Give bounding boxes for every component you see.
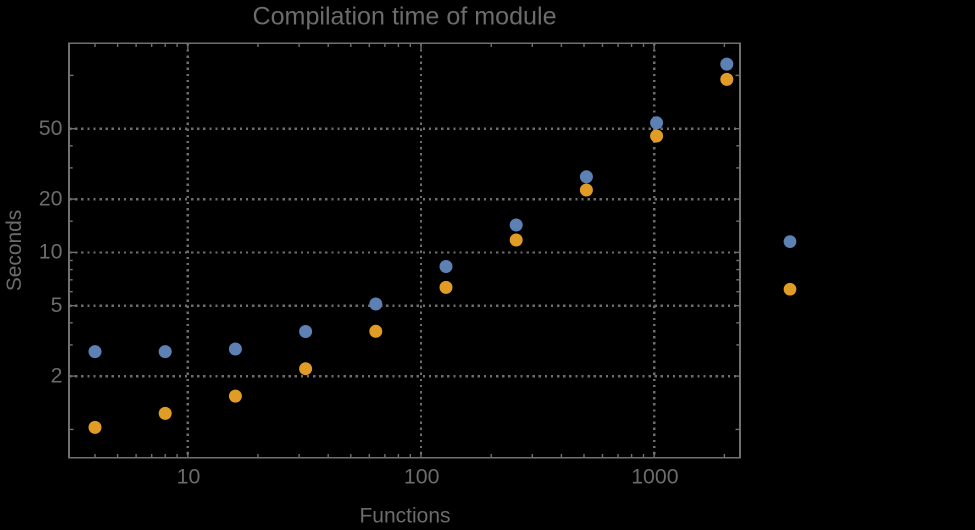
svg-text:Compilation time of module: Compilation time of module bbox=[252, 3, 556, 31]
svg-text:10: 10 bbox=[39, 240, 63, 264]
svg-text:10: 10 bbox=[177, 465, 201, 489]
svg-text:100: 100 bbox=[404, 465, 440, 489]
svg-text:20: 20 bbox=[39, 186, 63, 210]
svg-text:1000: 1000 bbox=[631, 465, 679, 489]
svg-text:5: 5 bbox=[51, 293, 63, 317]
svg-text:Functions: Functions bbox=[359, 505, 450, 525]
svg-text:50: 50 bbox=[39, 116, 63, 140]
svg-text:2: 2 bbox=[51, 363, 63, 387]
svg-text:Seconds: Seconds bbox=[3, 210, 26, 291]
